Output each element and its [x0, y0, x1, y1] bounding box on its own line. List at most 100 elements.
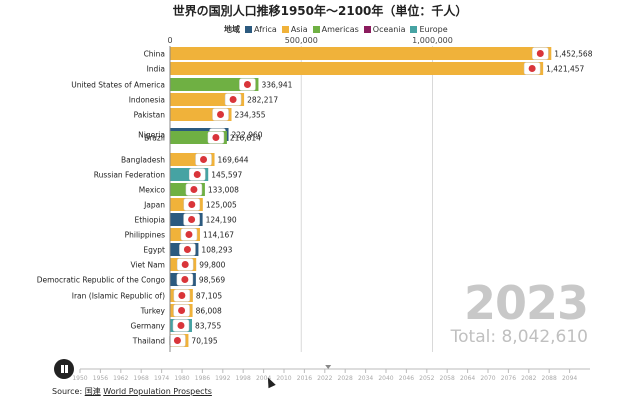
- value-label: 169,644: [218, 156, 249, 165]
- value-label: 1,421,457: [546, 65, 584, 74]
- timeline-tick-label: 2010: [276, 375, 291, 382]
- timeline-tick-label: 2052: [419, 375, 434, 382]
- flag-emblem-icon: [193, 171, 201, 178]
- value-label: 133,008: [208, 186, 239, 195]
- timeline-tick-label: 2022: [317, 375, 332, 382]
- value-label: 282,217: [247, 96, 278, 105]
- legend-item-americas[interactable]: Americas: [312, 25, 359, 34]
- category-label: Thailand: [132, 337, 165, 346]
- category-label: India: [147, 65, 165, 74]
- legend-item-africa[interactable]: Africa: [245, 25, 277, 34]
- bar: [170, 62, 544, 75]
- timeline-handle[interactable]: [325, 365, 332, 369]
- value-label: 98,569: [199, 276, 225, 285]
- flag-emblem-icon: [181, 261, 189, 268]
- category-label: China: [144, 50, 165, 59]
- timeline-tick-label: 1962: [113, 375, 128, 382]
- chart-title: 世界の国別人口推移1950年〜2100年（単位：千人）: [172, 4, 468, 18]
- total-population-display: Total: 8,042,610: [450, 327, 588, 347]
- value-label: 216,814: [230, 134, 261, 143]
- flag-emblem-icon: [212, 134, 220, 141]
- timeline-tick-label: 2058: [440, 375, 455, 382]
- timeline-tick-label: 1956: [93, 375, 108, 382]
- bar: [170, 47, 552, 60]
- category-label: Russian Federation: [94, 171, 165, 180]
- value-label: 124,190: [206, 216, 237, 225]
- legend-item-asia[interactable]: Asia: [281, 24, 308, 34]
- category-label: Viet Nam: [130, 261, 165, 270]
- legend-label-africa: Africa: [254, 24, 277, 34]
- legend-label-europe: Europe: [419, 24, 448, 34]
- timeline-tick-label: 2070: [480, 375, 495, 382]
- flag-emblem-icon: [217, 111, 225, 118]
- value-label: 125,005: [206, 201, 237, 210]
- category-label: Pakistan: [134, 111, 166, 120]
- value-label: 86,008: [196, 307, 222, 316]
- category-label: Iran (Islamic Republic of): [72, 292, 165, 301]
- value-label: 145,597: [211, 171, 242, 180]
- x-tick-label: 0: [167, 36, 172, 45]
- flag-emblem-icon: [181, 276, 189, 283]
- value-label: 114,167: [203, 231, 234, 240]
- legend-item-oceania[interactable]: Oceania: [363, 25, 405, 34]
- value-label: 234,355: [235, 111, 266, 120]
- source-note: Source: 国連 World Population Prospects: [52, 386, 212, 397]
- value-label: 222,960: [232, 131, 263, 140]
- timeline-tick-label: 2094: [562, 375, 577, 382]
- flag-emblem-icon: [188, 216, 196, 223]
- value-label: 108,293: [201, 246, 232, 255]
- source-link-un[interactable]: 国連: [84, 387, 101, 396]
- timeline-tick-label: 2016: [297, 375, 312, 382]
- timeline-tick-label: 2034: [358, 375, 373, 382]
- legend-swatch-europe: [410, 25, 418, 33]
- flag-emblem-icon: [183, 246, 191, 253]
- value-label: 87,105: [196, 292, 222, 301]
- legend-swatch-americas: [312, 25, 320, 33]
- x-tick-label: 1,000,000: [412, 36, 453, 45]
- legend-label-asia: Asia: [290, 24, 308, 34]
- legend-swatch-africa: [245, 25, 252, 33]
- flag-emblem-icon: [177, 322, 185, 329]
- flag-emblem-icon: [536, 50, 544, 57]
- flag-emblem-icon: [528, 65, 536, 72]
- source-link-wpp[interactable]: World Population Prospects: [103, 387, 212, 396]
- legend-item-europe[interactable]: Europe: [410, 24, 448, 34]
- flag-emblem-icon: [243, 81, 251, 88]
- current-year-display: 2023: [463, 276, 589, 330]
- value-label: 99,800: [199, 261, 225, 270]
- flag-emblem-icon: [229, 96, 237, 103]
- legend-swatch-oceania: [363, 25, 371, 33]
- timeline-tick-label: 2064: [460, 375, 475, 382]
- value-label: 336,941: [261, 81, 292, 90]
- timeline-tick-label: 1998: [236, 375, 251, 382]
- x-tick-label: 500,000: [285, 36, 318, 45]
- category-label: Turkey: [140, 307, 166, 316]
- timeline-tick-label: 2046: [399, 375, 414, 382]
- category-label: Japan: [143, 201, 165, 210]
- category-label: Mexico: [139, 186, 166, 195]
- timeline-tick-label: 2040: [378, 375, 393, 382]
- legend: 地域 Africa Asia Americas Oceania Europe: [224, 23, 453, 35]
- category-label: Germany: [131, 322, 166, 331]
- pause-button[interactable]: [54, 359, 74, 379]
- bar-chart-plot: 0 500,000 1,000,000 China 1,452,568 India 1,42…: [37, 36, 593, 352]
- flag-emblem-icon: [200, 156, 208, 163]
- flag-emblem-icon: [190, 186, 198, 193]
- category-label: United States of America: [71, 81, 165, 90]
- category-label: Indonesia: [129, 96, 165, 105]
- flag-emblem-icon: [173, 337, 181, 344]
- value-label: 1,452,568: [554, 50, 592, 59]
- timeline-tick-label: 2082: [521, 375, 536, 382]
- category-label: Bangladesh: [121, 156, 165, 165]
- source-label: Source:: [52, 387, 83, 396]
- flag-emblem-icon: [178, 307, 186, 314]
- timeline-tick-label: 1986: [195, 375, 210, 382]
- category-label: Ethiopia: [134, 216, 165, 225]
- mouse-cursor-icon: [264, 375, 276, 389]
- timeline-tick-label: 1992: [215, 375, 230, 382]
- bar: [170, 78, 259, 91]
- timeline-tick-label: 1980: [174, 375, 189, 382]
- legend-title: 地域: [224, 24, 240, 34]
- timeline-tick-label: 2076: [501, 375, 516, 382]
- timeline-tick-label: 2028: [338, 375, 353, 382]
